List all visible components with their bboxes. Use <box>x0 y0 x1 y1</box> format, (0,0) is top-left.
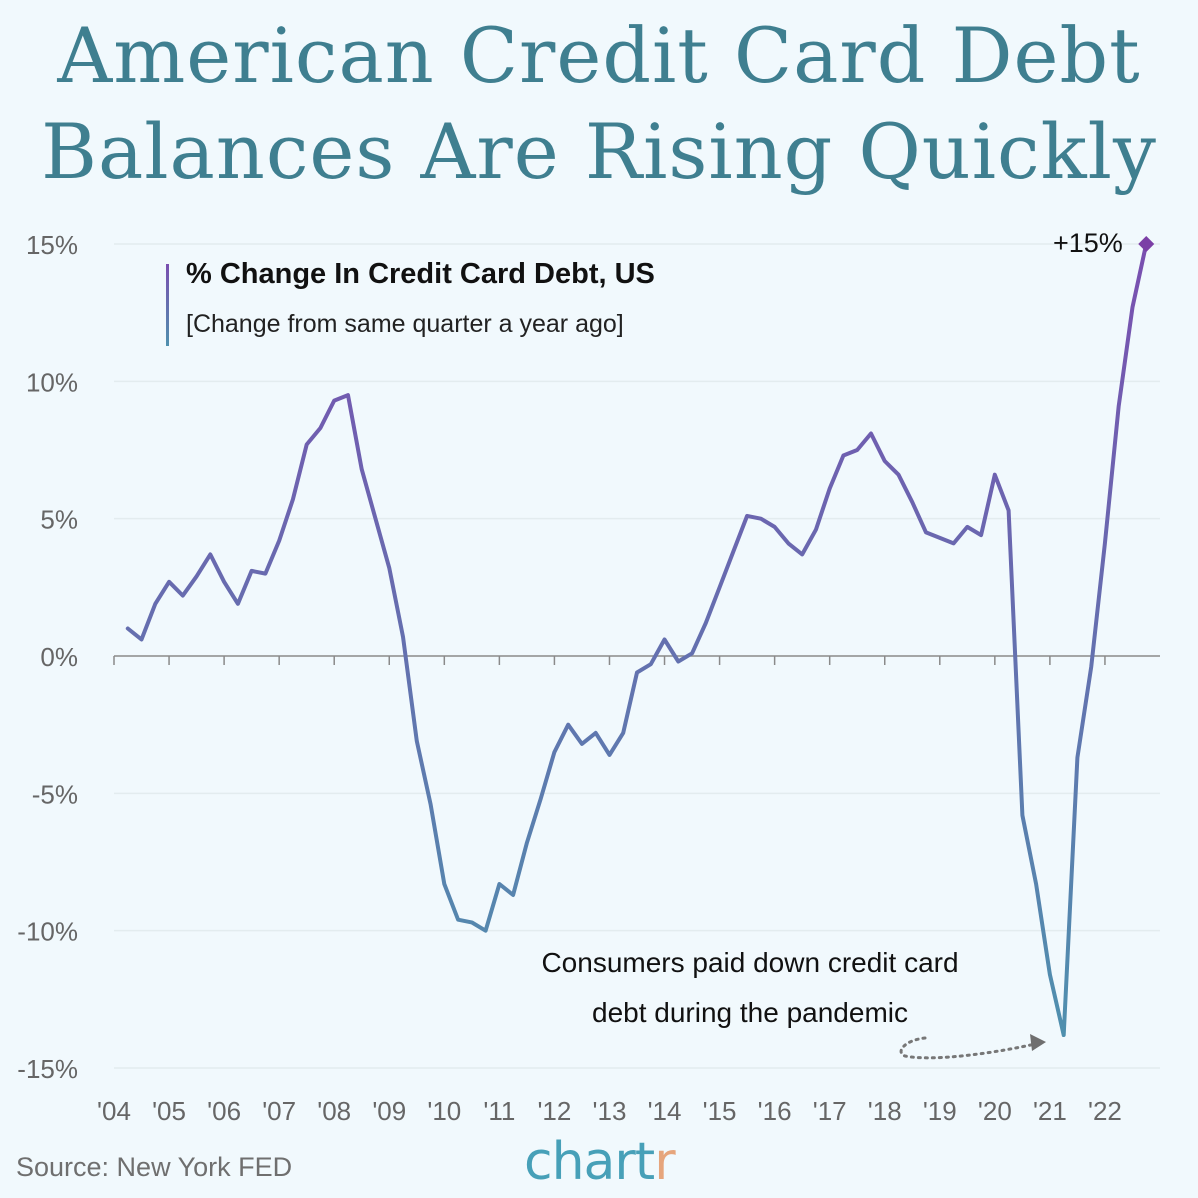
series-line <box>125 242 1149 1037</box>
legend-color-bar <box>166 264 169 346</box>
y-tick-label: 0% <box>40 642 78 672</box>
x-tick-label: '19 <box>923 1096 957 1126</box>
x-tick-label: '06 <box>207 1096 241 1126</box>
y-tick-label: 5% <box>40 505 78 535</box>
brand-logo: chartr <box>524 1132 676 1192</box>
x-tick-label: '09 <box>372 1096 406 1126</box>
y-tick-label: 15% <box>26 230 78 260</box>
title-line-1: American Credit Card Debt <box>57 11 1141 100</box>
chart-title: American Credit Card Debt Balances Are R… <box>0 8 1198 200</box>
legend-subtitle: [Change from same quarter a year ago] <box>186 310 624 338</box>
x-tick-label: '10 <box>427 1096 461 1126</box>
x-tick-label: '18 <box>868 1096 902 1126</box>
legend-title: % Change In Credit Card Debt, US <box>186 258 655 290</box>
y-tick-label: -5% <box>32 779 78 809</box>
x-tick-label: '22 <box>1088 1096 1122 1126</box>
x-tick-label: '17 <box>813 1096 847 1126</box>
y-tick-label: -15% <box>17 1054 78 1084</box>
annotation-line-2: debt during the pandemic <box>592 997 908 1028</box>
y-tick-label: 10% <box>26 367 78 397</box>
final-point-marker <box>1138 236 1155 252</box>
source-note: Source: New York FED <box>16 1152 293 1182</box>
x-tick-label: '16 <box>758 1096 792 1126</box>
annotation-arrow <box>899 1034 1046 1060</box>
title-line-2: Balances Are Rising Quickly <box>41 107 1157 196</box>
x-tick-label: '15 <box>703 1096 737 1126</box>
x-tick-label: '05 <box>152 1096 186 1126</box>
x-tick-label: '13 <box>593 1096 627 1126</box>
x-tick-label: '04 <box>97 1096 131 1126</box>
x-tick-label: '20 <box>978 1096 1012 1126</box>
x-tick-label: '21 <box>1033 1096 1067 1126</box>
y-axis: 15% 10% 5% 0% -5% -10% -15% <box>17 230 78 1084</box>
y-tick-label: -10% <box>17 917 78 947</box>
x-axis: '04 '05 '06 '07 '08 '09 '10 '11 '12 '13 '14 '15 '16 '… <box>97 655 1160 1126</box>
final-value-label: +15% <box>1053 228 1123 258</box>
x-tick-label: '07 <box>262 1096 296 1126</box>
pandemic-annotation: Consumers paid down credit card debt dur… <box>520 938 980 1038</box>
x-tick-label: '11 <box>483 1096 515 1126</box>
annotation-line-1: Consumers paid down credit card <box>541 947 959 978</box>
x-tick-label: '08 <box>317 1096 351 1126</box>
series-group <box>125 236 1155 1037</box>
x-tick-label: '12 <box>537 1096 571 1126</box>
brand-main: chart <box>524 1132 655 1192</box>
x-tick-label: '14 <box>648 1096 682 1126</box>
brand-accent: r <box>654 1132 675 1192</box>
